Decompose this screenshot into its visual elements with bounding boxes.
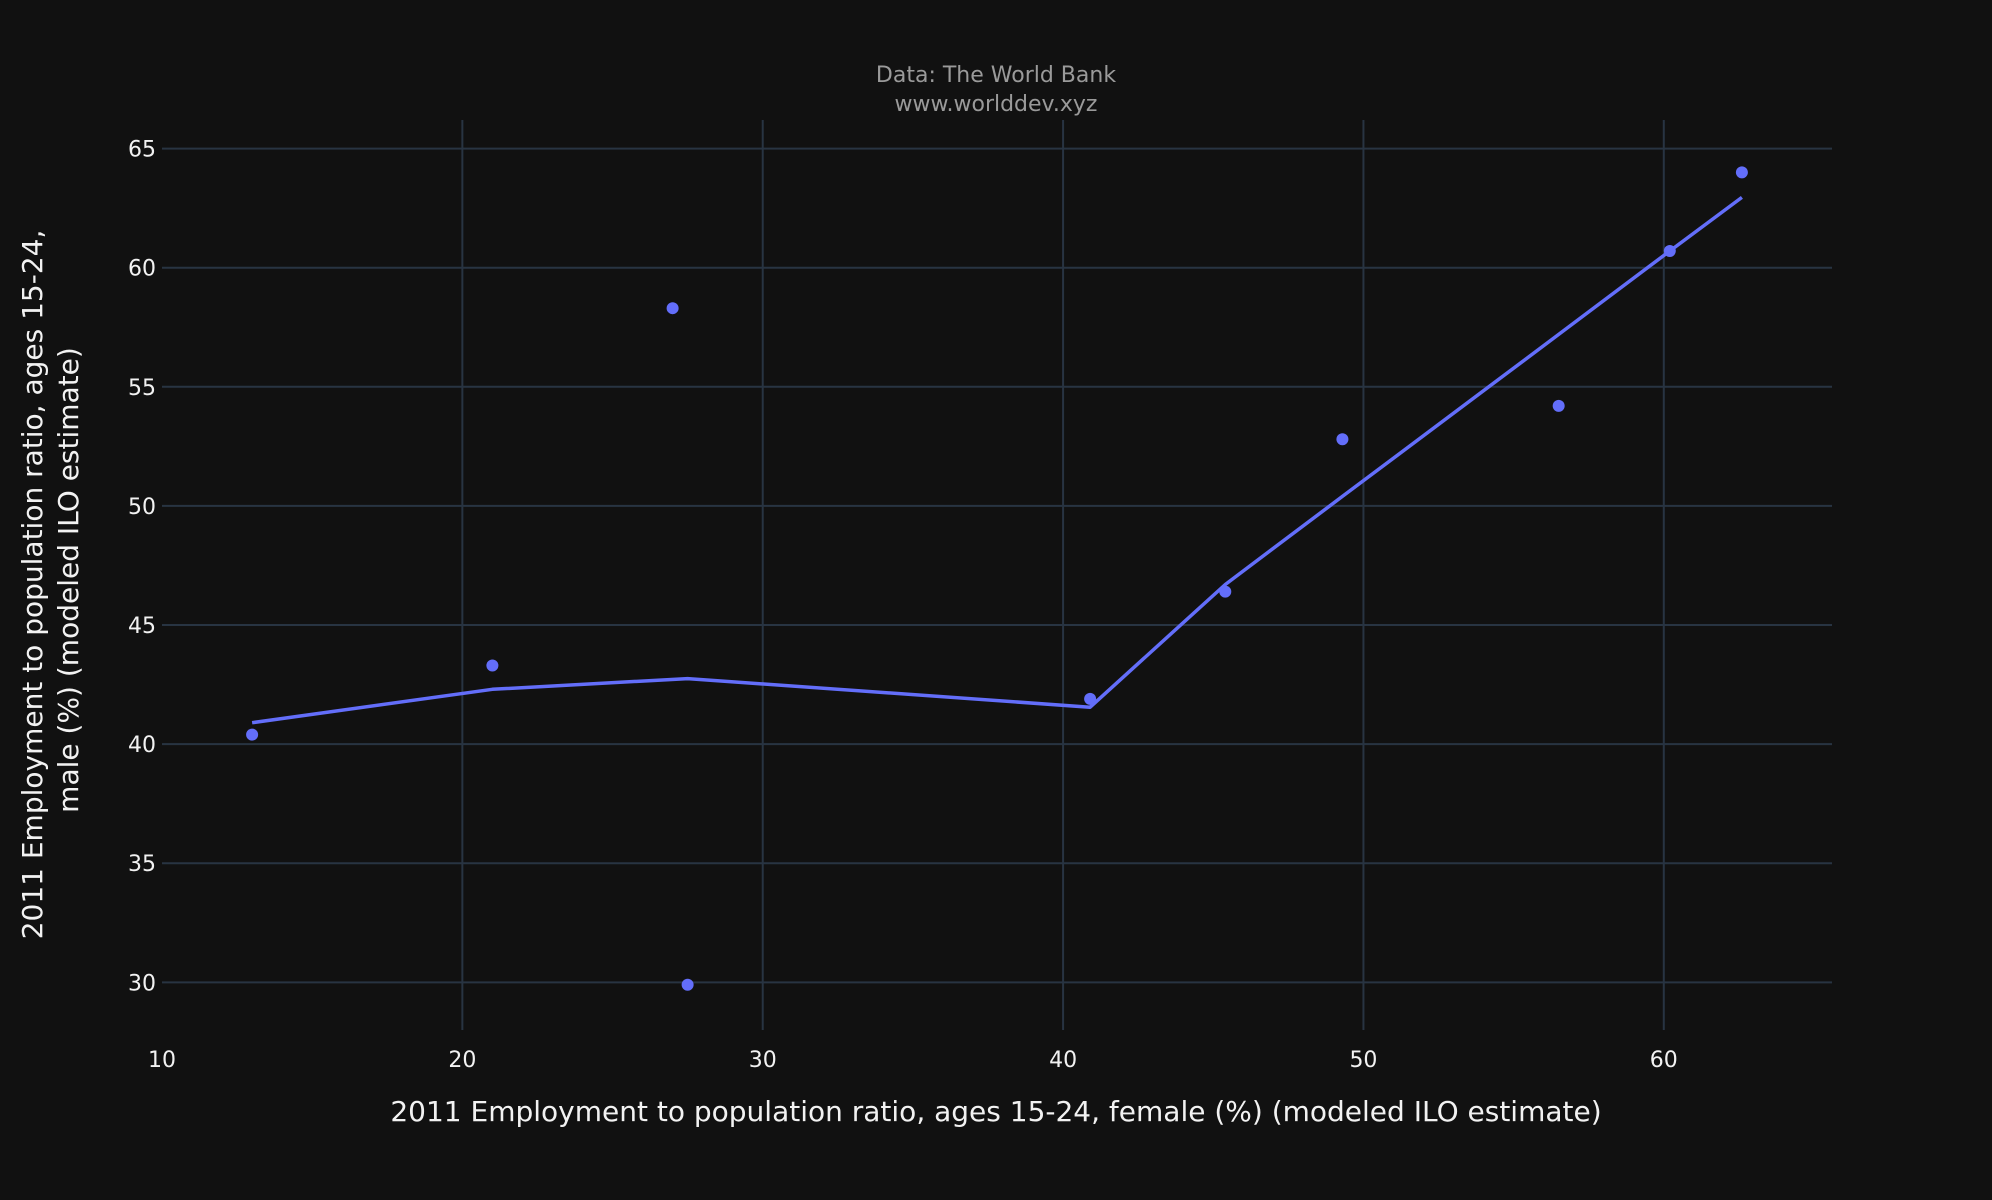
y-axis-title-line-2: male (%) (modeled ILO estimate)	[52, 347, 85, 813]
data-point	[681, 978, 694, 991]
points-layer	[246, 166, 1748, 991]
data-point	[1219, 585, 1232, 598]
y-tick-label: 35	[128, 852, 156, 877]
x-tick-label: 20	[448, 1048, 476, 1073]
x-tick-label: 50	[1349, 1048, 1377, 1073]
y-tick-label: 55	[128, 376, 156, 401]
data-point	[246, 728, 259, 741]
data-point	[1336, 433, 1349, 446]
data-point	[1735, 166, 1748, 179]
x-axis-ticks: 10 20 30 40 50 60	[148, 1048, 1678, 1073]
trend-line	[251, 195, 1743, 725]
y-tick-label: 50	[128, 495, 156, 520]
y-axis-ticks: 30 35 40 45 50 55 60 65	[128, 138, 156, 997]
data-point	[1552, 399, 1565, 412]
x-tick-label: 30	[749, 1048, 777, 1073]
x-tick-label: 40	[1049, 1048, 1077, 1073]
grid	[162, 120, 1832, 1030]
x-tick-label: 10	[148, 1048, 176, 1073]
y-tick-label: 40	[128, 733, 156, 758]
x-axis-title: 2011 Employment to population ratio, age…	[390, 1095, 1601, 1128]
source-line-2: www.worlddev.xyz	[895, 92, 1098, 117]
data-point	[1084, 692, 1097, 705]
y-tick-label: 65	[128, 138, 156, 163]
data-point	[486, 659, 499, 672]
y-tick-label: 60	[128, 257, 156, 282]
y-tick-label: 45	[128, 614, 156, 639]
y-axis-title-line-1: 2011 Employment to population ratio, age…	[16, 230, 49, 940]
source-line-1: Data: The World Bank	[876, 63, 1116, 88]
y-axis-title: 2011 Employment to population ratio, age…	[16, 221, 85, 940]
data-point	[1663, 245, 1676, 258]
y-tick-label: 30	[128, 971, 156, 996]
data-point	[666, 302, 679, 315]
x-tick-label: 60	[1650, 1048, 1678, 1073]
trend-layer	[251, 195, 1743, 725]
